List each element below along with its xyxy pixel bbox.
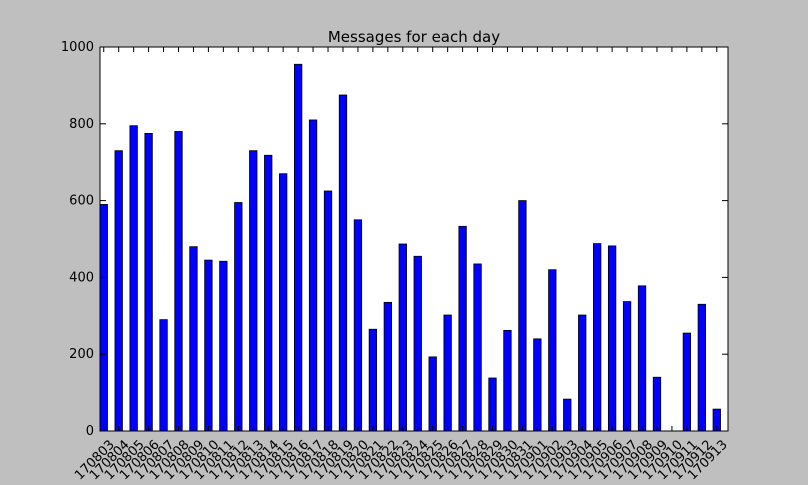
- chart-title: Messages for each day: [328, 28, 500, 46]
- y-tick-label: 800: [69, 117, 94, 132]
- y-tick-label: 0: [86, 424, 94, 439]
- bar-170817: [308, 119, 318, 432]
- bar-170902: [548, 269, 557, 432]
- bar-170813: [249, 150, 258, 432]
- y-tick-label: 200: [69, 347, 94, 362]
- bar-170827: [458, 225, 467, 432]
- y-tick-label: 600: [69, 194, 94, 209]
- bar-170826: [443, 314, 452, 432]
- bar-170821: [368, 328, 378, 432]
- bar-170907: [622, 301, 632, 432]
- bar-170823: [398, 243, 407, 432]
- bar-170804: [114, 150, 123, 432]
- bar-170816: [293, 63, 303, 432]
- bar-170912: [697, 303, 706, 432]
- bar-170809: [189, 246, 198, 432]
- bar-170828: [473, 263, 482, 432]
- bar-170825: [428, 356, 437, 432]
- bar-170909: [652, 376, 662, 432]
- bar-170810: [204, 259, 213, 432]
- y-tick-label: 1000: [61, 40, 94, 55]
- bar-170811: [219, 260, 228, 432]
- bar-170815: [279, 173, 288, 432]
- bar-170830: [503, 329, 512, 432]
- bar-170822: [383, 301, 392, 432]
- bar-170820: [353, 219, 363, 432]
- plot-frame: [99, 46, 729, 432]
- bar-170805: [129, 125, 138, 432]
- bar-170803: [99, 204, 108, 432]
- bar-170905: [593, 243, 602, 432]
- bar-170906: [607, 245, 617, 432]
- bar-170824: [413, 255, 422, 432]
- bar-170818: [323, 190, 333, 432]
- bar-170819: [338, 94, 348, 432]
- bar-170911: [682, 332, 692, 432]
- bar-170908: [637, 285, 647, 432]
- bar-170814: [264, 154, 273, 432]
- y-tick-label: 400: [69, 270, 94, 285]
- bar-170831: [518, 200, 527, 432]
- bar-170904: [578, 314, 587, 432]
- x-axis: 1708031708041708051708061708071708081708…: [72, 47, 731, 483]
- bar-170806: [144, 132, 153, 432]
- bar-170812: [234, 202, 243, 432]
- bar-170901: [533, 338, 542, 432]
- y-axis: 0 200 400 600 800 1000: [61, 40, 728, 439]
- bar-170807: [159, 319, 168, 432]
- bar-170829: [488, 377, 497, 432]
- bar-170808: [174, 131, 183, 432]
